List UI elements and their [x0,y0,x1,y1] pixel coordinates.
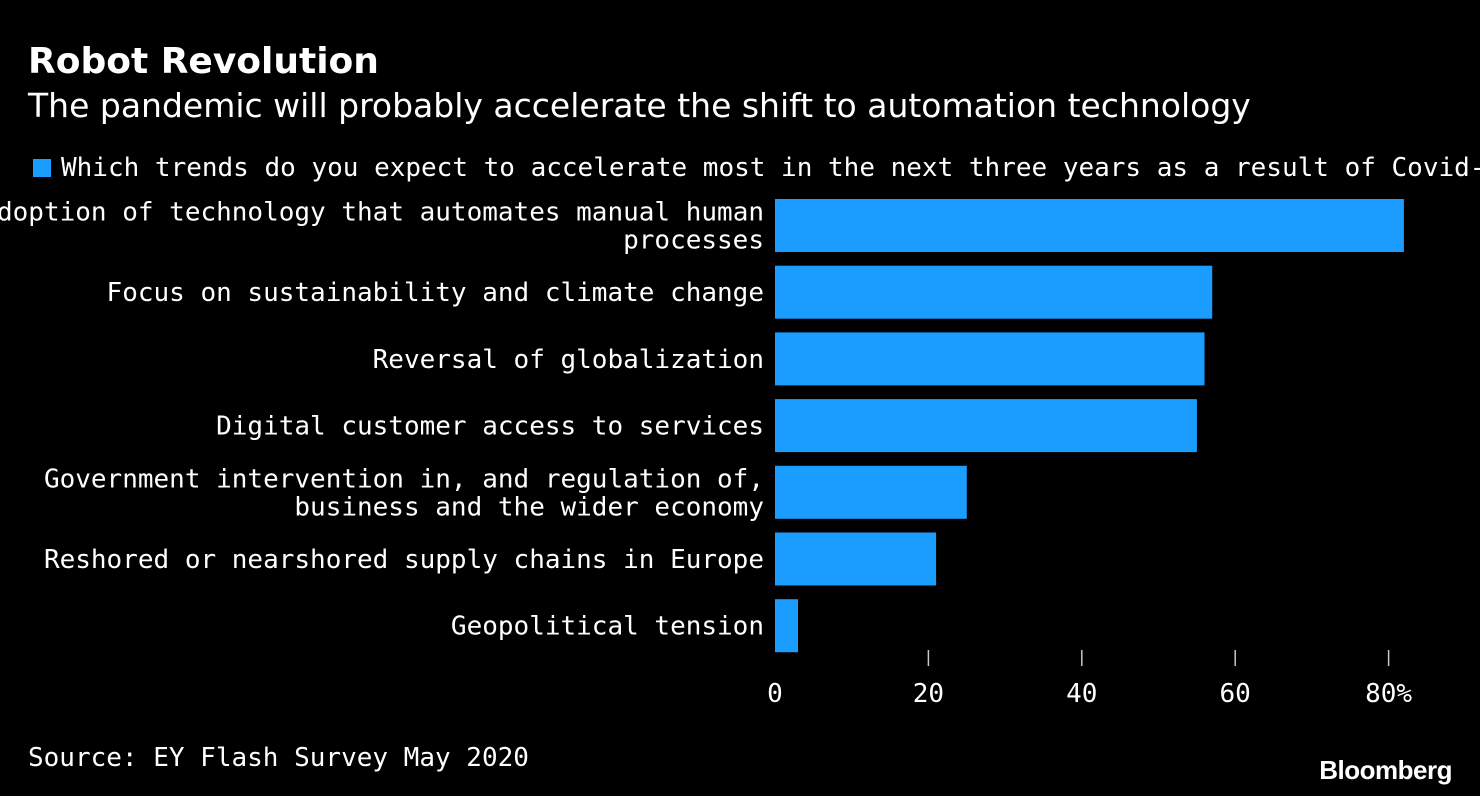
category-label: Government intervention in, and regulati… [44,464,764,522]
category-label: Digital customer access to services [216,412,764,442]
x-tick-label: 40 [1066,679,1097,709]
bar [775,199,1404,252]
x-tick-label: 80% [1365,679,1412,709]
legend-swatch [33,159,51,177]
bar [775,265,1213,319]
category-label: Reshored or nearshored supply chains in … [44,545,764,575]
bloomberg-logo: Bloomberg [1319,755,1452,785]
x-tick-label: 60 [1220,679,1251,709]
category-label: Focus on sustainability and climate chan… [107,278,764,308]
category-label: Reversal of globalization [373,345,764,375]
bar [775,465,967,519]
legend-label: Which trends do you expect to accelerate… [61,153,1480,183]
bar [775,399,1197,453]
source-note: Source: EY Flash Survey May 2020 [28,743,529,773]
x-tick-label: 20 [913,679,944,709]
chart-title: Robot Revolution [28,41,379,82]
category-label: Geopolitical tension [451,612,764,642]
chart-subtitle: The pandemic will probably accelerate th… [28,86,1251,125]
legend: Which trends do you expect to accelerate… [33,151,1480,185]
bar [775,599,798,653]
category-label: Adoption of technology that automates ma… [0,198,764,256]
bar [775,532,937,586]
bar [775,332,1205,386]
x-tick-label: 0 [767,679,783,709]
